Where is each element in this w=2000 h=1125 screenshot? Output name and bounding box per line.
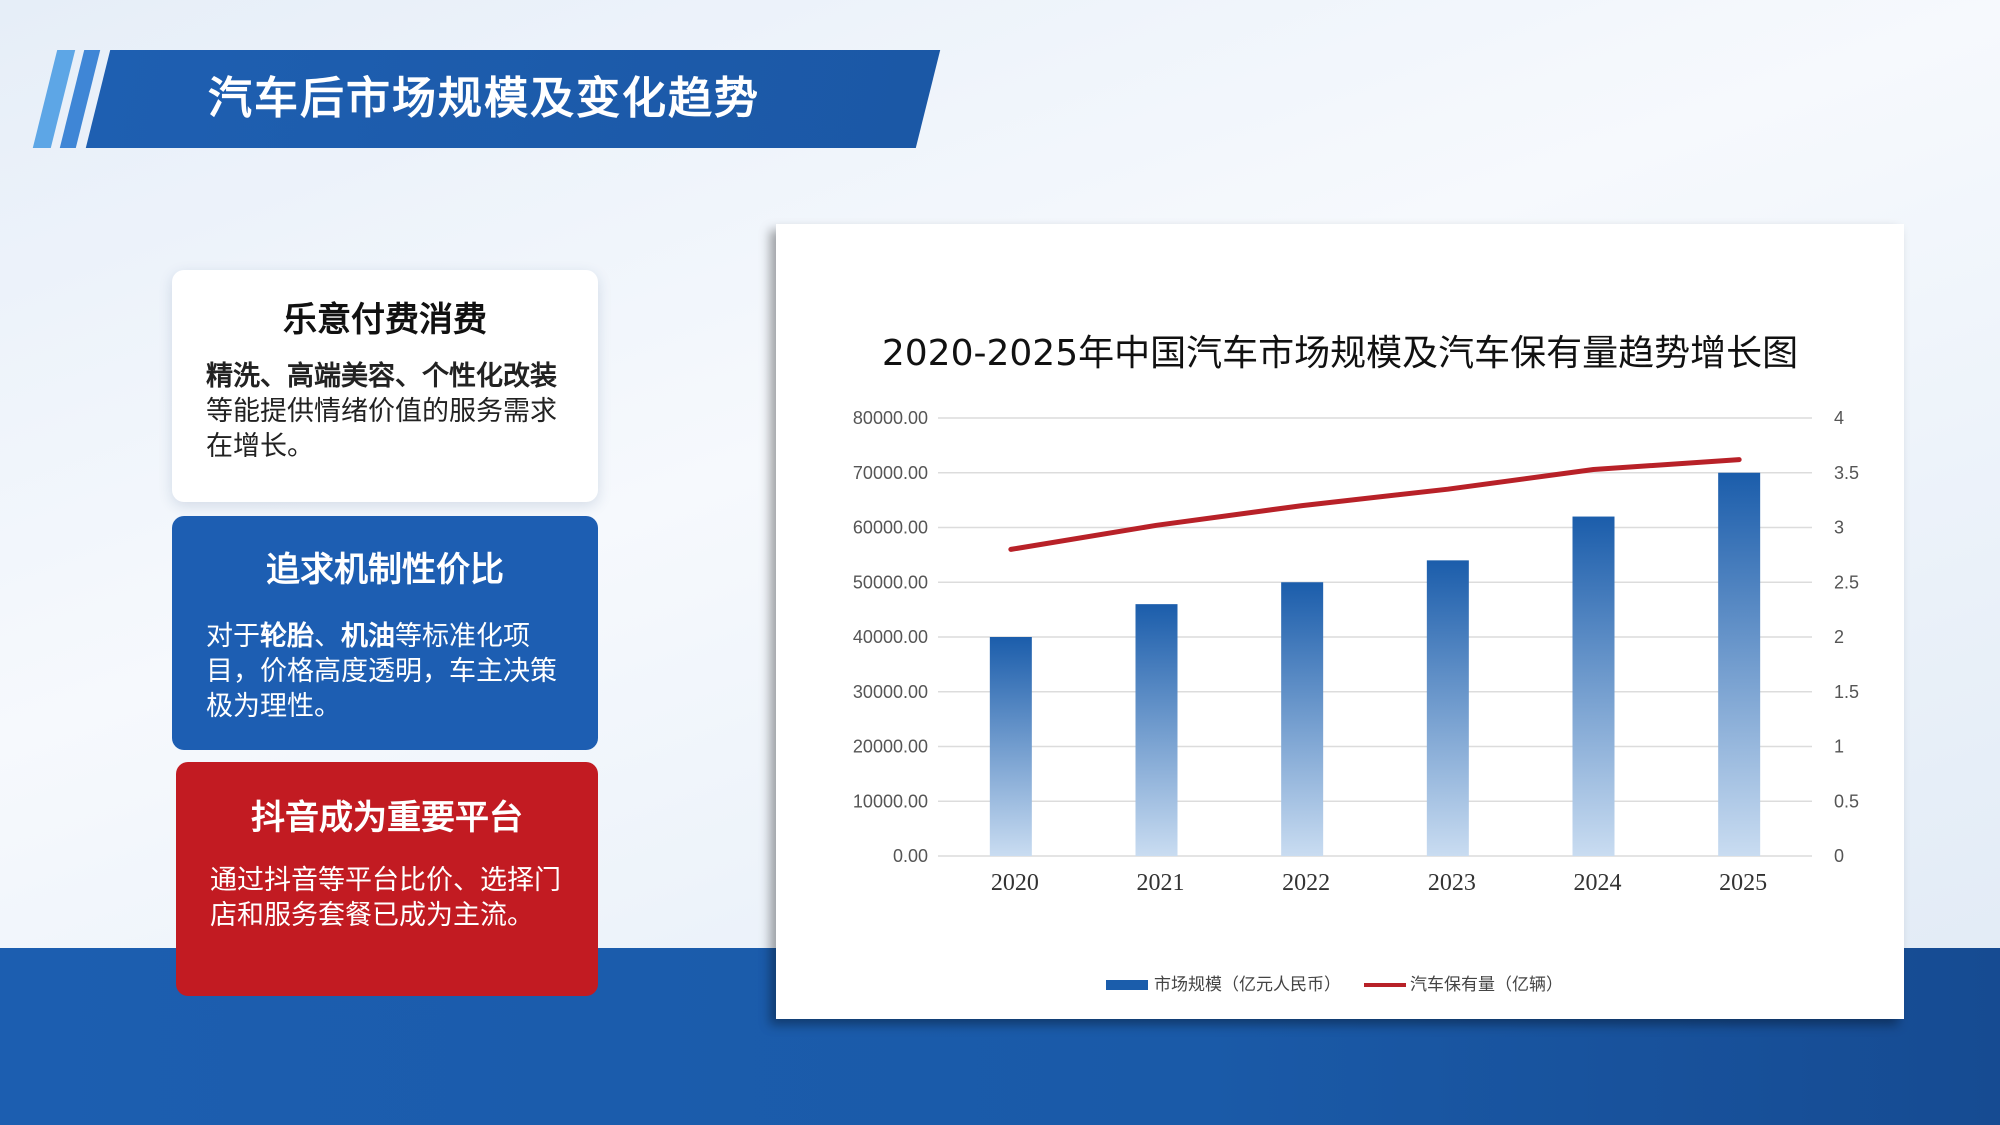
- y-right-tick-label: 1: [1834, 737, 1844, 757]
- x-tick-label: 2024: [1574, 870, 1622, 896]
- card-bold-text: 机油: [341, 621, 395, 652]
- y-left-tick-label: 50000.00: [853, 572, 928, 592]
- legend-swatch-bar: [1106, 980, 1148, 990]
- card-text: 精洗、高端美容、个性化改装等能提供情绪价值的服务需求在增长。: [206, 359, 564, 464]
- card-title: 追求机制性价比: [266, 550, 504, 590]
- x-tick-label: 2025: [1719, 870, 1767, 896]
- y-left-tick-label: 10000.00: [853, 791, 928, 811]
- y-right-tick-label: 1.5: [1834, 682, 1859, 702]
- y-right-tick-label: 3.5: [1834, 463, 1859, 483]
- y-left-tick-label: 20000.00: [853, 737, 928, 757]
- bar: [1426, 560, 1469, 856]
- card-body-text: 、: [314, 621, 341, 652]
- legend-label: 市场规模（亿元人民币）: [1154, 975, 1341, 995]
- y-left-tick-label: 0.00: [893, 846, 928, 866]
- card-title: 抖音成为重要平台: [251, 798, 523, 838]
- y-left-tick-label: 30000.00: [853, 682, 928, 702]
- y-right-tick-label: 2: [1834, 627, 1844, 647]
- y-right-tick-label: 2.5: [1834, 572, 1859, 592]
- card-body-text: 等标准化项目，价格高度透明，车主决策极为理性。: [206, 621, 557, 722]
- card-body-text: 对于: [206, 621, 260, 652]
- line-series-vehicle-ownership: [1008, 457, 1742, 552]
- bar: [1718, 472, 1761, 856]
- x-tick-label: 2022: [1282, 870, 1330, 896]
- x-tick-label: 2021: [1137, 870, 1185, 896]
- card-bold-text: 精洗、高端美容、个性化改装: [206, 361, 557, 392]
- card-text: 通过抖音等平台比价、选择门店和服务套餐已成为主流。: [210, 865, 561, 931]
- chart-panel: 2020-2025年中国汽车市场规模及汽车保有量趋势增长图 0.00 10000.…: [776, 224, 1904, 1019]
- card-bold-text: 轮胎: [260, 621, 314, 652]
- x-tick-label: 2023: [1428, 870, 1476, 896]
- bar: [1281, 582, 1324, 856]
- y-left-tick-label: 40000.00: [853, 627, 928, 647]
- card-emotional-consumption: 乐意付费消费 精洗、高端美容、个性化改装等能提供情绪价值的服务需求在增长。: [172, 270, 598, 502]
- chart-title: 2020-2025年中国汽车市场规模及汽车保有量趋势增长图: [881, 333, 1799, 374]
- bar: [1572, 516, 1615, 856]
- y-right-tick-label: 0: [1834, 846, 1844, 866]
- y-left-tick-label: 80000.00: [853, 408, 928, 428]
- y-right-tick-label: 4: [1834, 408, 1844, 428]
- y-right-tick-label: 0.5: [1834, 791, 1859, 811]
- card-value-for-money: 追求机制性价比 对于轮胎、机油等标准化项目，价格高度透明，车主决策极为理性。: [172, 516, 598, 750]
- y-left-tick-label: 70000.00: [853, 463, 928, 483]
- bar: [989, 637, 1032, 856]
- card-text: 对于轮胎、机油等标准化项目，价格高度透明，车主决策极为理性。: [206, 619, 564, 724]
- combo-chart: 0.00 10000.00 20000.00 30000.00 40000.00 5000…: [853, 408, 1859, 995]
- legend-label: 汽车保有量（亿辆）: [1410, 975, 1563, 995]
- y-left-tick-label: 60000.00: [853, 518, 928, 538]
- card-douyin-platform: 抖音成为重要平台 通过抖音等平台比价、选择门店和服务套餐已成为主流。: [176, 762, 598, 996]
- y-right-tick-label: 3: [1834, 518, 1844, 538]
- bar: [1135, 604, 1178, 856]
- page-title: 汽车后市场规模及变化趋势: [208, 73, 760, 124]
- card-body-text: 等能提供情绪价值的服务需求在增长。: [206, 396, 557, 462]
- card-title: 乐意付费消费: [283, 300, 487, 340]
- x-tick-label: 2020: [991, 870, 1039, 896]
